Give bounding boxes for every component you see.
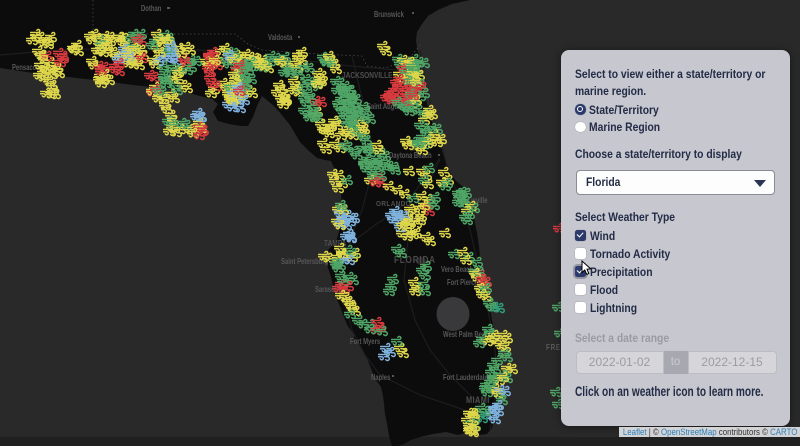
- svg-text:Vero Beach: Vero Beach: [441, 266, 473, 274]
- svg-text:FLORIDA: FLORIDA: [394, 253, 436, 265]
- svg-text:Saint Augustine: Saint Augustine: [367, 103, 412, 111]
- svg-text:ORLANDO: ORLANDO: [376, 201, 411, 209]
- svg-text:MIAMI: MIAMI: [466, 395, 490, 405]
- svg-text:Daytona Beach: Daytona Beach: [389, 152, 432, 160]
- svg-text:Dothan: Dothan: [141, 5, 161, 13]
- svg-text:Fort Lauderdale: Fort Lauderdale: [443, 374, 488, 382]
- svg-text:Valdosta: Valdosta: [268, 34, 292, 42]
- svg-text:West Palm Beach: West Palm Beach: [443, 331, 492, 339]
- svg-text:JACKSONVILLE: JACKSONVILLE: [342, 70, 393, 80]
- svg-text:Saint Petersburg: Saint Petersburg: [281, 258, 328, 266]
- svg-text:Titusville: Titusville: [462, 197, 488, 205]
- svg-text:Fort Pierce: Fort Pierce: [447, 279, 478, 287]
- svg-text:Brunswick: Brunswick: [374, 11, 404, 19]
- svg-text:Fort Myers: Fort Myers: [350, 338, 380, 346]
- svg-text:TAMPA: TAMPA: [324, 238, 347, 248]
- svg-text:Sarasota: Sarasota: [315, 286, 340, 294]
- svg-text:Pensacola: Pensacola: [12, 64, 41, 72]
- svg-text:Naples: Naples: [371, 374, 390, 382]
